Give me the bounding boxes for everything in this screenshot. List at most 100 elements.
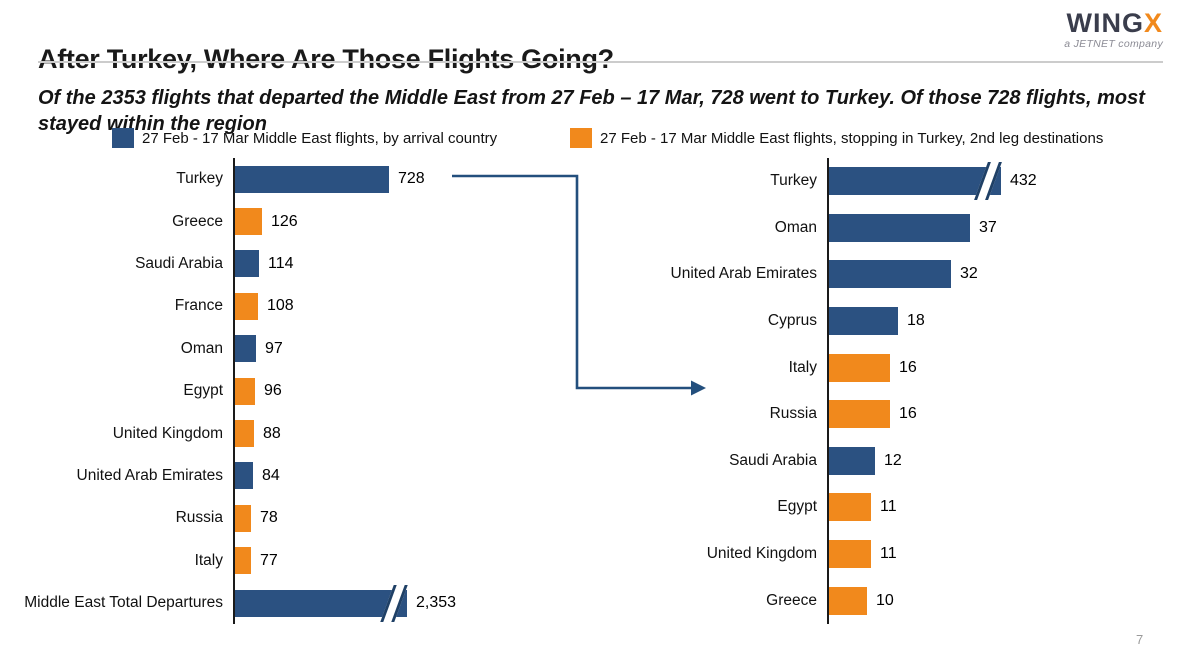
plot-area: 126 — [233, 200, 610, 243]
bar — [829, 213, 970, 242]
bar-row: United Arab Emirates 84 — [0, 454, 610, 498]
plot-area: 432 — [827, 158, 1200, 205]
bar-row: United Kingdom 88 — [0, 412, 610, 455]
legend-second-leg: 27 Feb - 17 Mar Middle East flights, sto… — [570, 128, 1103, 148]
bar-value: 126 — [271, 212, 298, 230]
subtitle: Of the 2353 flights that departed the Mi… — [38, 87, 1145, 135]
bar-value: 11 — [880, 545, 897, 563]
plot-area: 108 — [233, 285, 610, 328]
plot-area: 78 — [233, 497, 610, 540]
category-label: Greece — [172, 212, 223, 230]
plot-area: 11 — [827, 530, 1200, 578]
legend-swatch-orange — [570, 128, 592, 148]
bar-row: United Arab Emirates 32 — [640, 251, 1200, 298]
category-label: Italy — [788, 358, 817, 376]
bar-row: Saudi Arabia 114 — [0, 242, 610, 286]
page-title: After Turkey, Where Are Those Flights Go… — [38, 44, 614, 75]
category-label: Egypt — [183, 382, 223, 400]
legend-arrival-country: 27 Feb - 17 Mar Middle East flights, by … — [112, 128, 497, 148]
bar — [235, 292, 258, 320]
axis-break-mark — [380, 584, 408, 622]
plot-area: 84 — [233, 454, 610, 498]
bar-value: 108 — [267, 297, 294, 315]
bar — [829, 260, 951, 289]
bar-row: Egypt 11 — [640, 484, 1200, 531]
bar-row: Turkey 728 — [0, 158, 610, 201]
bar-value: 32 — [960, 265, 978, 283]
category-label: Saudi Arabia — [729, 451, 817, 469]
logo-x-text: X — [1143, 8, 1163, 38]
bar-row: Greece 126 — [0, 200, 610, 243]
plot-area: 114 — [233, 242, 610, 286]
plot-area: 18 — [827, 297, 1200, 345]
category-label: United Kingdom — [706, 545, 817, 563]
bar-value: 2,353 — [416, 594, 457, 612]
plot-area: 32 — [827, 251, 1200, 298]
plot-area: 12 — [827, 437, 1200, 485]
wingx-logo: WINGX a JETNET company — [1064, 10, 1163, 50]
plot-area: 10 — [827, 577, 1200, 624]
logo-tagline: a JETNET company — [1064, 38, 1163, 50]
axis-break-mark — [974, 162, 1002, 201]
category-label: Egypt — [777, 498, 817, 516]
bar — [235, 547, 251, 575]
bar-value: 88 — [263, 424, 281, 442]
category-label: Oman — [774, 218, 817, 236]
category-label: United Arab Emirates — [76, 466, 223, 484]
plot-area: 37 — [827, 204, 1200, 252]
bar-value: 97 — [265, 339, 283, 357]
logo-wordmark: WINGX — [1064, 10, 1163, 37]
category-label: United Arab Emirates — [670, 265, 817, 283]
bar — [235, 420, 254, 448]
bar — [235, 208, 262, 236]
plot-area: 2,353 — [233, 581, 610, 625]
bar — [829, 540, 871, 569]
bar — [235, 377, 255, 405]
category-label: France — [174, 297, 223, 315]
category-label: Cyprus — [767, 312, 817, 330]
bar-value: 12 — [884, 451, 902, 469]
category-label: Turkey — [770, 172, 817, 190]
legend-swatch-navy — [112, 128, 134, 148]
title-divider — [38, 61, 1163, 63]
bar-value: 16 — [899, 358, 917, 376]
category-label: Russia — [769, 405, 817, 423]
page-number: 7 — [1136, 632, 1144, 647]
category-label: Greece — [766, 591, 817, 609]
plot-area: 88 — [233, 412, 610, 455]
bar-value: 11 — [880, 498, 897, 516]
bar-row: France 108 — [0, 285, 610, 328]
plot-area: 77 — [233, 539, 610, 582]
bar-row: Middle East Total Departures 2,353 — [0, 581, 610, 625]
left-bar-chart: Turkey 728 Greece 126 Saudi Arabia 114 France 1… — [0, 158, 610, 625]
legend-label: 27 Feb - 17 Mar Middle East flights, sto… — [600, 129, 1104, 147]
bar-row: Oman 37 — [640, 204, 1200, 252]
bar — [829, 446, 875, 475]
bar-row: Greece 10 — [640, 577, 1200, 624]
bar-value: 84 — [262, 466, 280, 484]
plot-area: 97 — [233, 327, 610, 370]
bar-value: 37 — [979, 218, 997, 236]
bar — [829, 353, 890, 382]
bar-row: Russia 16 — [640, 390, 1200, 438]
bar — [235, 504, 251, 532]
category-label: United Kingdom — [112, 424, 223, 442]
bar-value: 432 — [1010, 172, 1037, 190]
bar-row: Turkey 432 — [640, 158, 1200, 205]
bar-value: 10 — [876, 591, 894, 609]
bar — [829, 162, 1002, 201]
bar — [829, 307, 898, 336]
bar-value: 96 — [264, 382, 282, 400]
bar-value: 78 — [260, 509, 278, 527]
bar-value: 728 — [398, 170, 425, 188]
plot-area: 16 — [827, 344, 1200, 391]
bar — [235, 584, 408, 622]
bar-row: Cyprus 18 — [640, 297, 1200, 345]
plot-area: 96 — [233, 369, 610, 413]
bar-value: 18 — [907, 312, 925, 330]
category-label: Russia — [175, 509, 223, 527]
bar — [235, 335, 256, 363]
bar-value: 77 — [260, 551, 278, 569]
bar-row: Oman 97 — [0, 327, 610, 370]
